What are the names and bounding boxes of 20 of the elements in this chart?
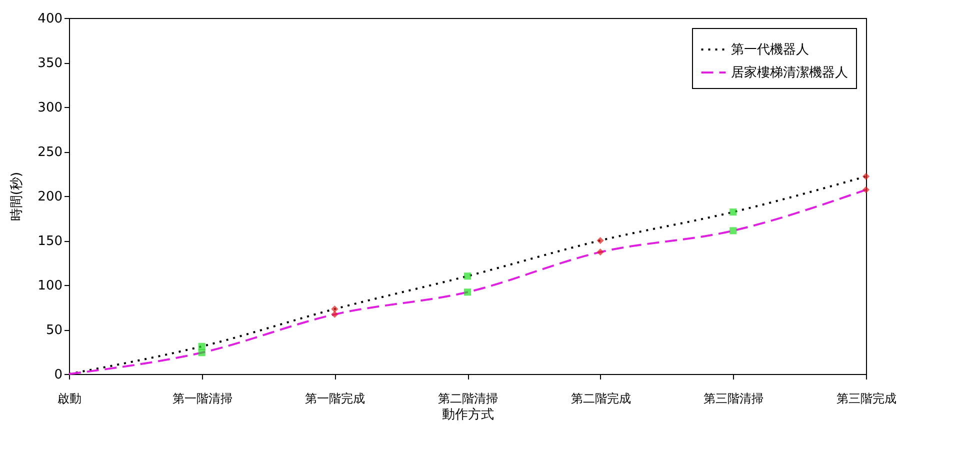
legend-label: 第一代機器人 [731,42,809,58]
x-axis-title: 動作方式 [442,406,494,422]
y-tick-label: 0 [54,368,62,382]
x-tick-label: 第二階完成 [570,392,631,406]
y-tick-label: 350 [38,56,62,71]
y-tick-label: 50 [46,323,62,338]
y-tick-label: 200 [38,190,62,204]
x-tick-label: 啟動 [58,392,82,406]
y-tick-label: 400 [38,12,62,26]
y-tick-label: 150 [38,234,62,249]
y-tick-label: 100 [38,278,62,294]
y-axis-title: 時間(秒) [10,172,25,222]
x-tick-label: 第三階完成 [836,392,896,406]
x-tick-label: 第三階清掃 [704,392,764,406]
y-tick-label: 300 [38,100,62,116]
x-tick-label: 第一階完成 [305,392,366,406]
y-tick-label: 250 [38,145,62,160]
x-tick-label: 第一階清掃 [172,392,232,406]
legend-label: 居家樓梯清潔機器人 [731,64,848,80]
x-tick-label: 第二階清掃 [438,392,498,406]
